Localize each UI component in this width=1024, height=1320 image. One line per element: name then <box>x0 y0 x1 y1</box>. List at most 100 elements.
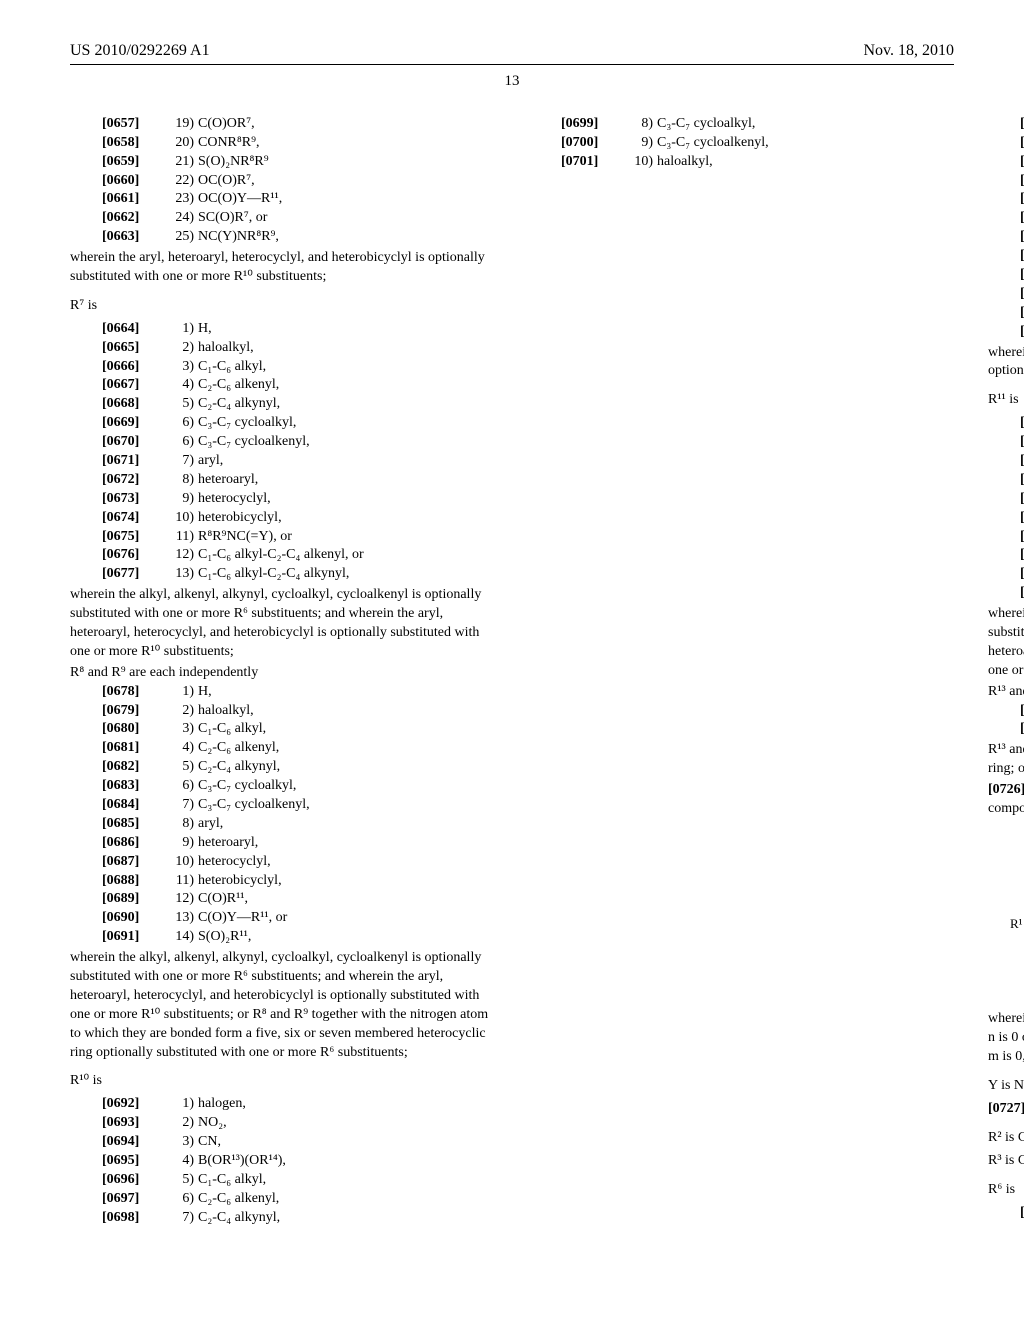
item-value: C(O)OR⁷, <box>198 115 495 134</box>
list-item: [0688]11)heterobicyclyl, <box>70 872 495 891</box>
wherein-aryl-a: wherein the aryl, heteroaryl, heterocycl… <box>70 249 495 287</box>
item-number: 10) <box>160 509 198 528</box>
paragraph-number: [0671] <box>102 452 160 471</box>
para-0727-number: [0727] <box>988 1100 1024 1119</box>
list-item: [0663]25)NC(Y)NR⁸R⁹, <box>70 228 495 247</box>
item-value: C₃-C₇ cycloalkenyl, <box>198 796 495 815</box>
item-number: 22) <box>160 172 198 191</box>
paragraph-number: [0694] <box>102 1133 160 1152</box>
item-number: 21) <box>160 153 198 172</box>
list-item: [0678]1)H, <box>70 683 495 702</box>
list-item: [0658]20)CONR⁸R⁹, <box>70 134 495 153</box>
list-item: [0711]20)heteroaryl, <box>988 285 1024 304</box>
paragraph-number: [0714] <box>1020 414 1024 433</box>
label-r13-r14: R¹³ and R¹⁴ are each independently <box>988 683 1024 702</box>
paragraph-number: [0674] <box>102 509 160 528</box>
item-number: 7) <box>160 452 198 471</box>
list-item: [0680]3)C₁-C₆ alkyl, <box>70 720 495 739</box>
wherein-label: wherein: <box>988 1010 1024 1029</box>
item-number: 6) <box>160 1190 198 1209</box>
paragraph-number: [0725] <box>1020 720 1024 739</box>
r3-is: R³ is CH(CH₃)₂; <box>988 1152 1024 1171</box>
item-number: 6) <box>160 414 198 433</box>
item-number: 6) <box>160 777 198 796</box>
item-number: 10) <box>160 853 198 872</box>
item-number: 8) <box>160 471 198 490</box>
item-value: H, <box>198 683 495 702</box>
wherein-r7: wherein the alkyl, alkenyl, alkynyl, cyc… <box>70 586 495 662</box>
page-header: US 2010/0292269 A1 Nov. 18, 2010 <box>70 40 954 65</box>
list-item: [0679]2)haloalkyl, <box>70 702 495 721</box>
list-item: [0699]8)C₃-C₇ cycloalkyl, <box>529 115 954 134</box>
list-item: [0689]12)C(O)R¹¹, <box>70 890 495 909</box>
item-value: C₃-C₇ cycloalkyl, <box>198 777 495 796</box>
item-value: R⁸R⁹NC(=Y), or <box>198 528 495 547</box>
item-value: CN, <box>198 1133 495 1152</box>
paragraph-number: [0675] <box>102 528 160 547</box>
n-is: n is 0 or 1; <box>988 1029 1024 1048</box>
paragraph-number: [0685] <box>102 815 160 834</box>
item-number: 23) <box>160 190 198 209</box>
item-value: C₃-C₇ cycloalkyl, <box>657 115 954 134</box>
list-item: [0670]6)C₃-C₇ cycloalkenyl, <box>70 433 495 452</box>
paragraph-number: [0715] <box>1020 433 1024 452</box>
item-number: 11) <box>160 528 198 547</box>
list-item: [0657]19)C(O)OR⁷, <box>70 115 495 134</box>
list-item: [0697]6)C₂-C₆ alkenyl, <box>70 1190 495 1209</box>
paragraph-number: [0661] <box>102 190 160 209</box>
list-item: [0671]7)aryl, <box>70 452 495 471</box>
content-columns: [0657]19)C(O)OR⁷,[0658]20)CONR⁸R⁹,[0659]… <box>70 115 954 1235</box>
list-item: [0710]19)aryl, <box>988 266 1024 285</box>
list-item: [0675]11)R⁸R⁹NC(=Y), or <box>70 528 495 547</box>
item-number: 6) <box>160 433 198 452</box>
label-r8-r9: R⁸ and R⁹ are each independently <box>70 664 495 683</box>
paragraph-number: [0713] <box>1020 323 1024 342</box>
item-value: C₁-C₆ alkyl, <box>198 358 495 377</box>
item-value: haloalkyl, <box>198 339 495 358</box>
list-item: [0692]1)halogen, <box>70 1095 495 1114</box>
paragraph-number: [0672] <box>102 471 160 490</box>
list-item: [0713]22)heterobicyclyl, <box>988 323 1024 342</box>
paragraph-number: [0699] <box>561 115 619 134</box>
list-item: [0722]9)heterocyclyl, or <box>988 565 1024 584</box>
paragraph-number: [0684] <box>102 796 160 815</box>
list-item: [0691]14)S(O)₂R¹¹, <box>70 928 495 947</box>
label-r10: R¹⁰ is <box>70 1072 495 1091</box>
item-value: C₂-C₄ alkynyl, <box>198 758 495 777</box>
list-item: [0700]9)C₃-C₇ cycloalkenyl, <box>529 134 954 153</box>
list-item: [0661]23)OC(O)Y—R¹¹, <box>70 190 495 209</box>
list-item: [0672]8)heteroaryl, <box>70 471 495 490</box>
item-number: 9) <box>619 134 657 153</box>
paragraph-number: [0680] <box>102 720 160 739</box>
para-0727: [0727] R¹ and R¹ᵃ are both H; <box>988 1100 1024 1119</box>
item-value: haloalkyl, <box>198 702 495 721</box>
paragraph-number: [0708] <box>1020 228 1024 247</box>
paragraph-number: [0698] <box>102 1209 160 1228</box>
list-item: [0716]3)C₂-C₆ alkenyl, <box>988 452 1024 471</box>
list-item: [0676]12)C₁-C₆ alkyl-C₂-C₄ alkenyl, or <box>70 546 495 565</box>
paragraph-number: [0658] <box>102 134 160 153</box>
list-item: [0725]2)C₁-C₆ alkyl; or <box>988 720 1024 739</box>
list-0657-0663: [0657]19)C(O)OR⁷,[0658]20)CONR⁸R⁹,[0659]… <box>70 115 495 247</box>
paragraph-number: [0670] <box>102 433 160 452</box>
item-number: 24) <box>160 209 198 228</box>
paragraph-number: [0676] <box>102 546 160 565</box>
item-number: 3) <box>160 358 198 377</box>
paragraph-number: [0704] <box>1020 153 1024 172</box>
paragraph-number: [0703] <box>1020 134 1024 153</box>
paragraph-number: [0664] <box>102 320 160 339</box>
paragraph-number: [0659] <box>102 153 160 172</box>
list-item: [0664]1)H, <box>70 320 495 339</box>
item-value: S(O)₂NR⁸R⁹ <box>198 153 495 172</box>
wherein-r10: wherein the alkyl, alkenyl, alkynyl, cyc… <box>988 344 1024 382</box>
paragraph-number: [0688] <box>102 872 160 891</box>
list-item: [0674]10)heterobicyclyl, <box>70 509 495 528</box>
list-item: [0702]11)OR⁷, <box>988 115 1024 134</box>
item-number: 25) <box>160 228 198 247</box>
list-item: [0715]2)C₁-C₆ alkyl, <box>988 433 1024 452</box>
list-item: [0701]10)haloalkyl, <box>529 153 954 172</box>
item-value: C(O)R¹¹, <box>198 890 495 909</box>
paragraph-number: [0711] <box>1020 285 1024 304</box>
item-number: 1) <box>160 1095 198 1114</box>
svg-text:R¹: R¹ <box>1010 916 1023 931</box>
